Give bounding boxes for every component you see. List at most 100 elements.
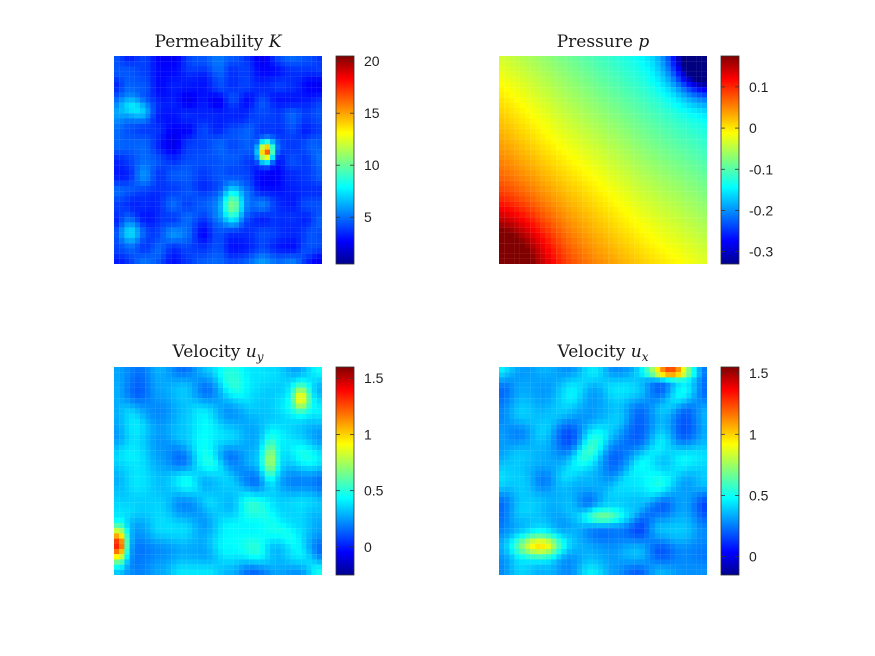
heatmap-cell [249,170,255,176]
heatmap-cell [192,108,198,114]
heatmap-cell [608,149,614,155]
heatmap-cell [660,61,666,67]
heatmap-cell [603,377,609,383]
heatmap-cell [535,377,541,383]
heatmap-cell [124,419,130,425]
heatmap-cell [681,76,687,83]
heatmap-cell [649,227,656,233]
heatmap-cell [223,486,229,492]
heatmap-cell [280,486,286,492]
heatmap-cell [639,191,645,197]
heatmap-cell [197,403,203,409]
heatmap-cell [306,486,312,492]
heatmap-cell [124,523,130,529]
heatmap-cell [311,76,317,83]
heatmap-cell [176,419,182,425]
heatmap-cell [623,212,630,218]
heatmap-cell [290,175,297,181]
heatmap-cell [691,160,697,166]
heatmap-cell [254,528,260,534]
heatmap-cell [311,559,317,565]
heatmap-cell [160,258,167,264]
heatmap-cell [545,56,552,62]
heatmap-cell [218,424,224,430]
heatmap-cell [701,128,707,135]
heatmap-cell [114,56,120,62]
heatmap-cell [212,134,219,140]
heatmap-cell [296,160,302,166]
heatmap-cell [301,149,307,155]
heatmap-cell [124,56,130,62]
heatmap-cell [218,160,224,166]
heatmap-cell [280,382,286,388]
heatmap-cell [155,61,161,67]
heatmap-cell [218,517,224,524]
heatmap-cell [145,569,151,575]
heatmap-cell [509,56,515,62]
heatmap-cell [181,481,187,487]
heatmap-cell [519,139,526,145]
heatmap-cell [207,491,213,498]
heatmap-cell [228,413,234,420]
heatmap-cell [545,191,552,197]
heatmap-cell [218,243,224,249]
heatmap-cell [556,139,562,145]
heatmap-cell [535,118,541,124]
heatmap-cell [264,180,271,187]
heatmap-cell [285,212,291,218]
heatmap-cell [545,102,552,109]
heatmap-cell [597,222,604,228]
heatmap-cell [166,533,172,539]
heatmap-cell [587,134,593,140]
heatmap-cell [129,408,135,414]
heatmap-cell [192,429,198,435]
heatmap-cell [192,393,198,399]
heatmap-cell [587,160,593,166]
heatmap-cell [613,56,619,62]
heatmap-cell [311,149,317,155]
heatmap-cell [155,149,161,155]
heatmap-cell [186,465,193,472]
heatmap-cell [155,160,161,166]
heatmap-cell [519,248,526,254]
heatmap-cell [254,66,260,72]
heatmap-cell [675,66,682,72]
heatmap-cell [160,413,167,420]
panel-pressure: Pressure p 0.10-0.1-0.2-0.3 [499,32,773,265]
heatmap-cell [280,71,286,77]
heatmap-cell [618,108,624,114]
heatmap-cell [509,212,515,218]
heatmap-cell [124,175,130,181]
heatmap-cell [233,502,239,508]
heatmap-cell [577,180,583,187]
heatmap-cell [275,217,281,223]
heatmap-cell [244,460,250,466]
heatmap-cell [670,377,676,383]
heatmap-cell [296,424,302,430]
heatmap-cell [171,160,177,166]
heatmap-cell [504,382,510,388]
heatmap-cell [202,217,208,223]
heatmap-cell [207,128,213,135]
heatmap-cell [275,97,281,103]
heatmap-cell [296,61,302,67]
heatmap-cell [166,222,172,228]
heatmap-cell [639,66,645,72]
heatmap-cell [155,481,161,487]
heatmap-cell [587,61,593,67]
heatmap-cell [301,123,307,129]
heatmap-cell [244,175,250,181]
heatmap-cell [571,175,578,181]
heatmap-cell [535,186,541,192]
heatmap-cell [592,76,598,83]
heatmap-cell [259,455,265,461]
heatmap-cell [228,569,234,575]
heatmap-cell [701,149,707,155]
heatmap-cell [639,232,645,239]
heatmap-cell [316,160,322,166]
heatmap-cell [244,154,250,161]
heatmap-cell [316,180,322,187]
heatmap-cell [639,118,645,124]
heatmap-cell [280,118,286,124]
heatmap-cell [696,217,702,223]
